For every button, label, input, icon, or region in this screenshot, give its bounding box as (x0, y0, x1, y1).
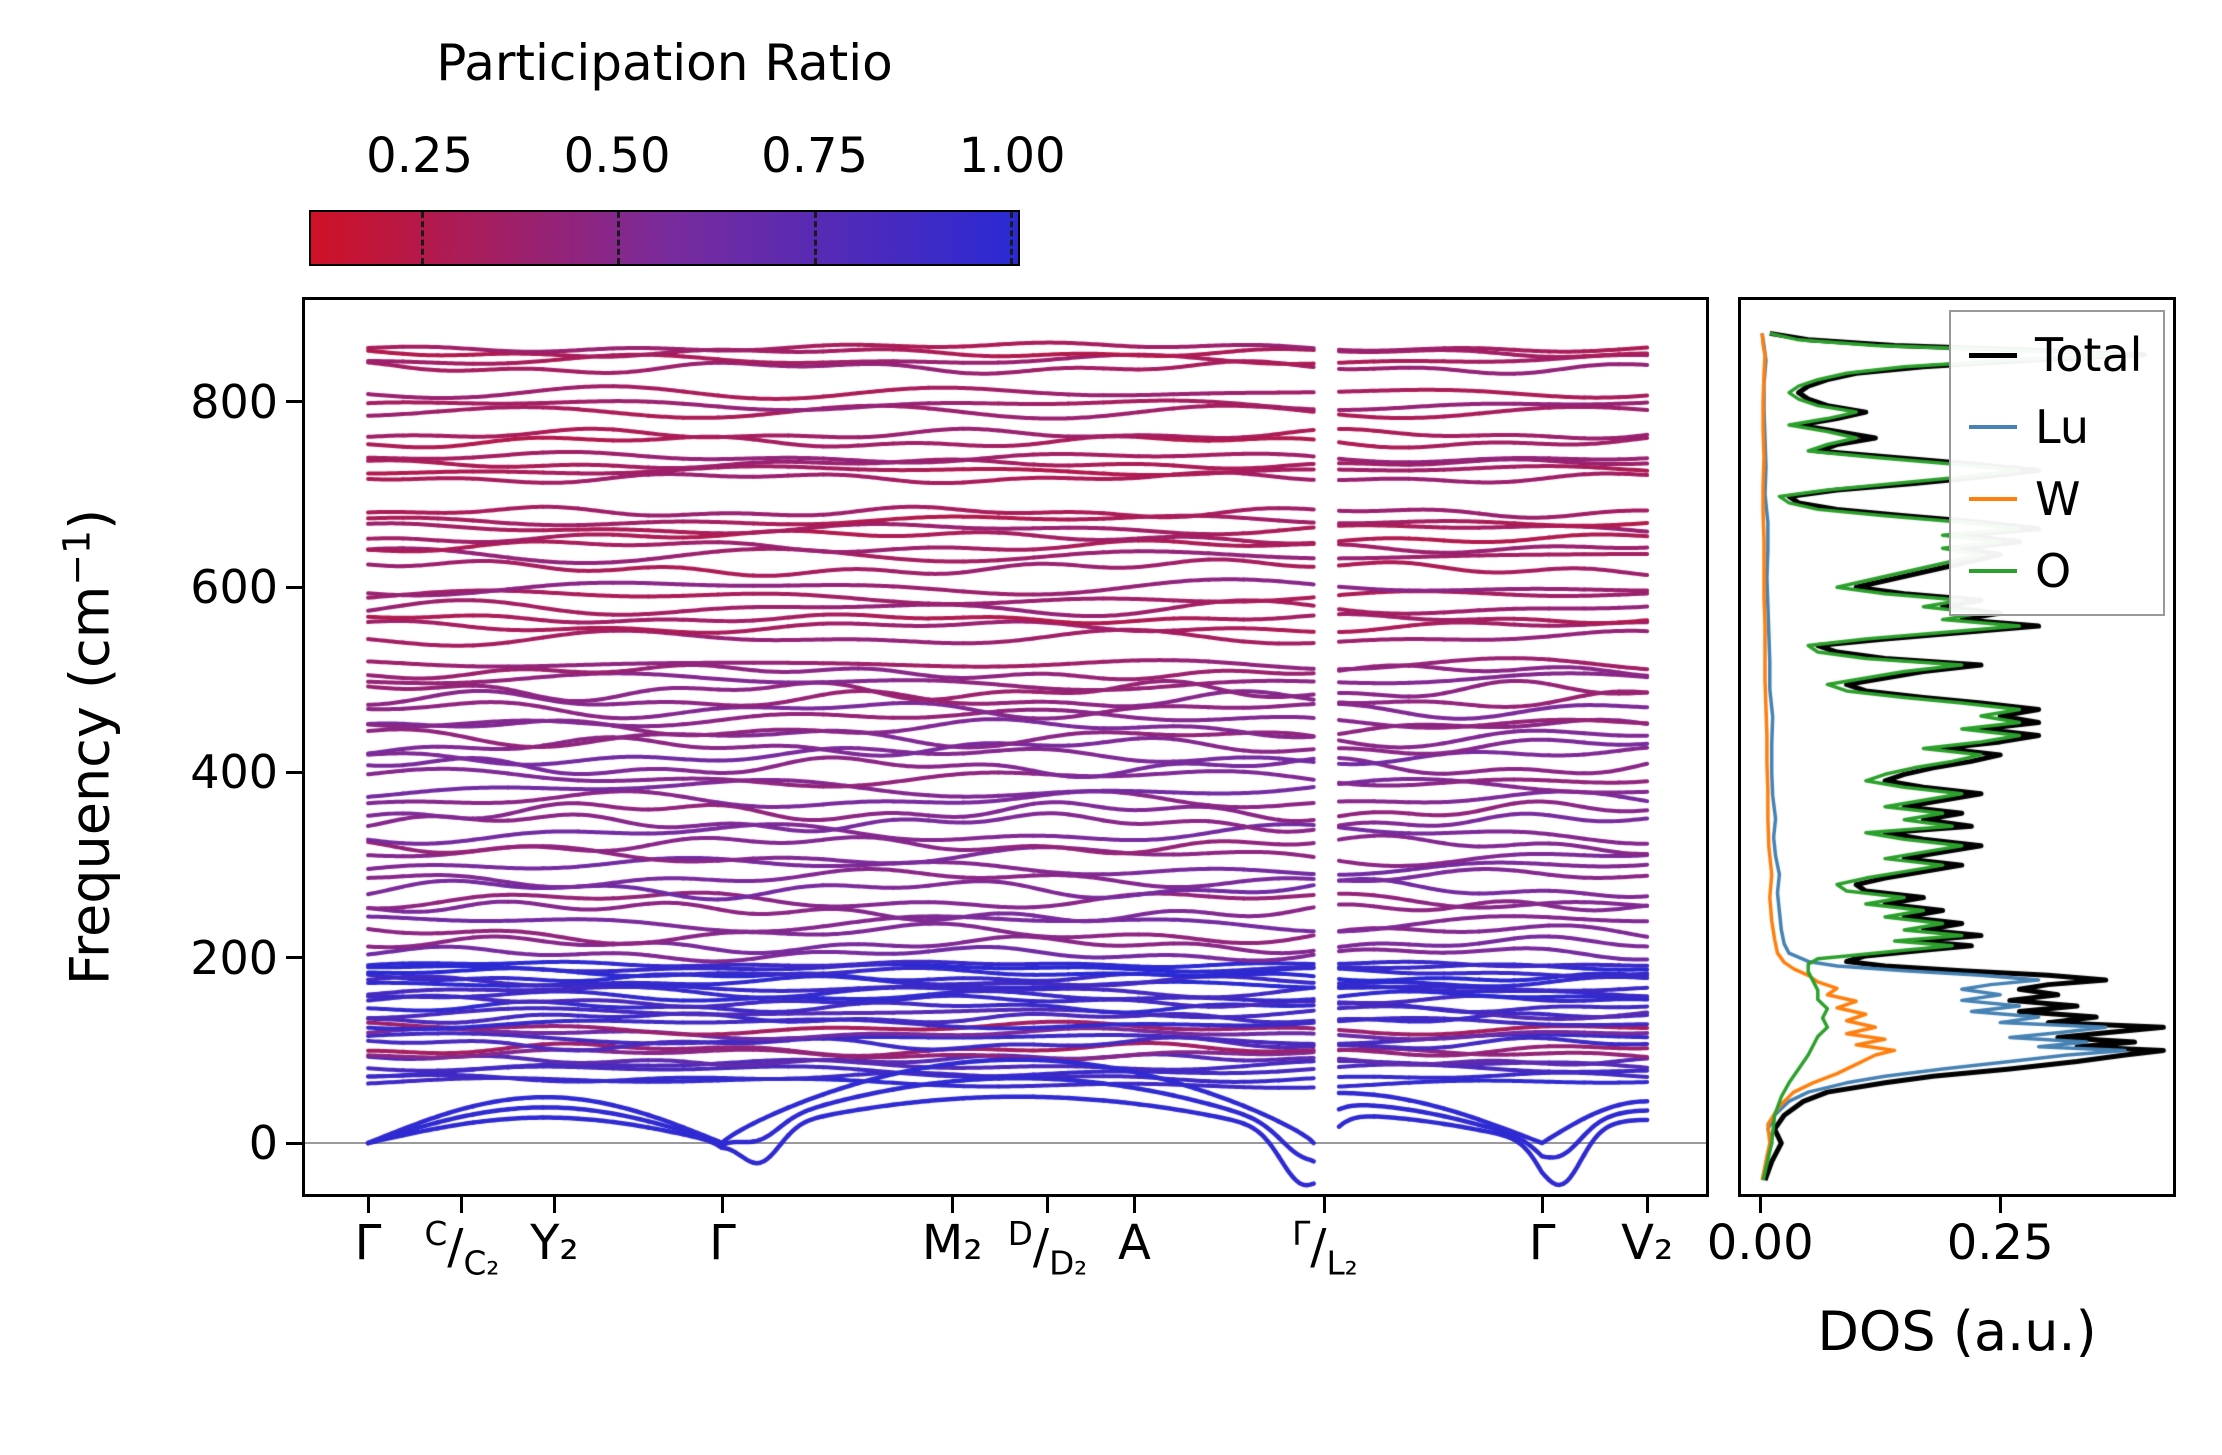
y-tick-label: 0 (248, 1116, 278, 1171)
y-tick-mark (286, 956, 302, 960)
dos-x-tick-label: 0.25 (1946, 1215, 2054, 1271)
colorbar-tick-label: 1.00 (958, 128, 1066, 184)
band-x-tick-mark (1645, 1197, 1649, 1213)
kpath-label: C/C₂ (424, 1215, 500, 1283)
legend-entry: Lu (1969, 400, 2145, 454)
legend-entry: Total (1969, 328, 2145, 382)
legend-label: W (2035, 472, 2081, 526)
legend-label: Total (2035, 328, 2143, 382)
y-axis-label-text: Frequency (cm (58, 585, 122, 986)
kpath-label-sub: D₂ (1049, 1244, 1088, 1283)
y-axis-label: Frequency (cm−1) (55, 509, 122, 985)
band-x-tick-mark (552, 1197, 556, 1213)
kpath-label: Γ (709, 1215, 736, 1271)
kpath-label: D/D₂ (1007, 1215, 1088, 1283)
colorbar-title: Participation Ratio (436, 34, 893, 92)
dos-x-axis-label: DOS (a.u.) (1817, 1300, 2097, 1363)
y-tick-label: 800 (190, 374, 278, 429)
legend-label: O (2035, 544, 2072, 598)
colorbar-tick-line (1010, 212, 1014, 264)
kpath-label: Γ (354, 1215, 382, 1271)
kpath-label: M₂ (921, 1215, 983, 1271)
colorbar-tick-line (813, 212, 817, 264)
kpath-label: A (1117, 1215, 1151, 1271)
y-tick-label: 600 (190, 560, 278, 615)
y-tick-label: 200 (190, 930, 278, 985)
y-tick-mark (286, 400, 302, 404)
legend-line-sample (1969, 569, 2017, 573)
legend-entry: O (1969, 544, 2145, 598)
kpath-label-sup: D (1007, 1215, 1033, 1253)
dos-legend: Total Lu W O (1949, 310, 2165, 616)
legend-line-sample (1969, 425, 2017, 429)
y-axis-label-close: ) (58, 508, 122, 530)
dos-x-tick-label: 0.00 (1706, 1215, 1814, 1271)
colorbar-tick-line (420, 212, 424, 264)
colorbar-tick-label: 0.75 (761, 128, 869, 184)
dos-x-tick-mark (1998, 1197, 2002, 1213)
y-axis-label-exponent: −1 (54, 529, 99, 586)
band-structure-panel (302, 297, 1709, 1197)
colorbar-gradient (309, 210, 1020, 266)
dos-x-tick-mark (1758, 1197, 1762, 1213)
y-tick-mark (286, 585, 302, 589)
kpath-label: Y₂ (530, 1215, 579, 1271)
dos-panel: Total Lu W O (1738, 297, 2176, 1197)
legend-line-sample (1969, 352, 2017, 358)
kpath-label-sup: C (424, 1215, 448, 1253)
kpath-label: Γ/L₂ (1292, 1215, 1358, 1283)
band-x-tick-mark (720, 1197, 724, 1213)
kpath-label-sub: L₂ (1326, 1244, 1358, 1283)
colorbar-tick-label: 0.25 (366, 128, 474, 184)
band-x-tick-mark (950, 1197, 954, 1213)
kpath-label: Γ (1528, 1215, 1556, 1271)
kpath-label-sup: Γ (1292, 1215, 1311, 1253)
band-x-tick-mark (366, 1197, 370, 1213)
band-x-tick-mark (1323, 1197, 1327, 1213)
band-x-tick-mark (460, 1197, 464, 1213)
kpath-label: V₂ (1621, 1215, 1674, 1271)
band-x-tick-mark (1540, 1197, 1544, 1213)
colorbar-tick-line (617, 212, 621, 264)
y-tick-label: 400 (190, 745, 278, 800)
phonon-bands-canvas (305, 300, 1706, 1194)
band-x-tick-mark (1132, 1197, 1136, 1213)
legend-line-sample (1969, 497, 2017, 501)
colorbar-tick-label: 0.50 (563, 128, 671, 184)
band-x-tick-mark (1046, 1197, 1050, 1213)
legend-label: Lu (2035, 400, 2089, 454)
y-tick-mark (286, 770, 302, 774)
y-tick-mark (286, 1141, 302, 1145)
legend-entry: W (1969, 472, 2145, 526)
kpath-label-sub: C₂ (463, 1244, 500, 1283)
